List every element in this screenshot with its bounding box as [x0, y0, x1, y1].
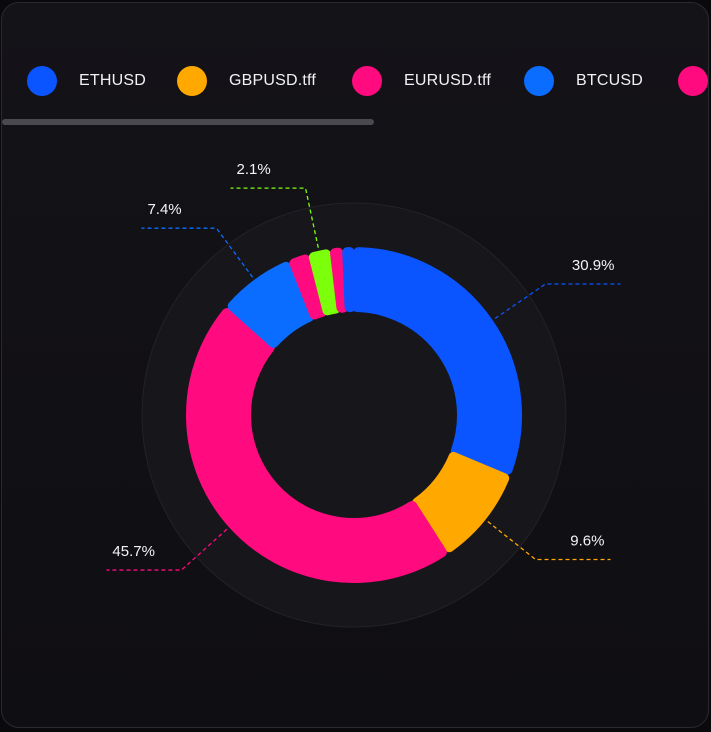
donut-slice-0[interactable] — [352, 247, 522, 475]
legend-item-eurusd[interactable]: EURUSD.tff — [352, 61, 491, 101]
legend-item-more[interactable] — [678, 61, 708, 101]
percent-label-5: 2.1% — [237, 161, 271, 178]
legend-label: BTCUSD — [576, 72, 643, 89]
legend-item-btcusd[interactable]: BTCUSD — [524, 61, 643, 101]
donut-slice-6[interactable] — [330, 247, 349, 313]
donut-slice-4[interactable] — [289, 254, 327, 320]
legend-dot-icon — [27, 66, 57, 96]
percent-label-3: 7.4% — [147, 201, 181, 218]
percent-label-2: 45.7% — [112, 543, 155, 560]
legend-item-gbpusd[interactable]: GBPUSD.tff — [177, 61, 316, 101]
donut-slice-1[interactable] — [412, 451, 510, 553]
legend-dot-icon — [352, 66, 382, 96]
donut-slice-3[interactable] — [227, 261, 314, 348]
donut-slice-7[interactable] — [342, 247, 356, 313]
percent-label-0: 30.9% — [572, 257, 615, 274]
legend: ETHUSD GBPUSD.tff EURUSD.tff BTCUSD — [2, 61, 708, 101]
donut-slice-5[interactable] — [308, 249, 341, 316]
legend-item-ethusd[interactable]: ETHUSD — [27, 61, 146, 101]
legend-label: ETHUSD — [79, 72, 146, 89]
legend-dot-icon — [177, 66, 207, 96]
legend-label: EURUSD.tff — [404, 72, 492, 89]
donut-slice-2[interactable] — [186, 308, 447, 583]
legend-scrollbar[interactable] — [2, 119, 374, 125]
legend-dot-icon — [678, 66, 708, 96]
percent-label-1: 9.6% — [570, 532, 604, 549]
legend-dot-icon — [524, 66, 554, 96]
legend-label: GBPUSD.tff — [229, 72, 317, 89]
